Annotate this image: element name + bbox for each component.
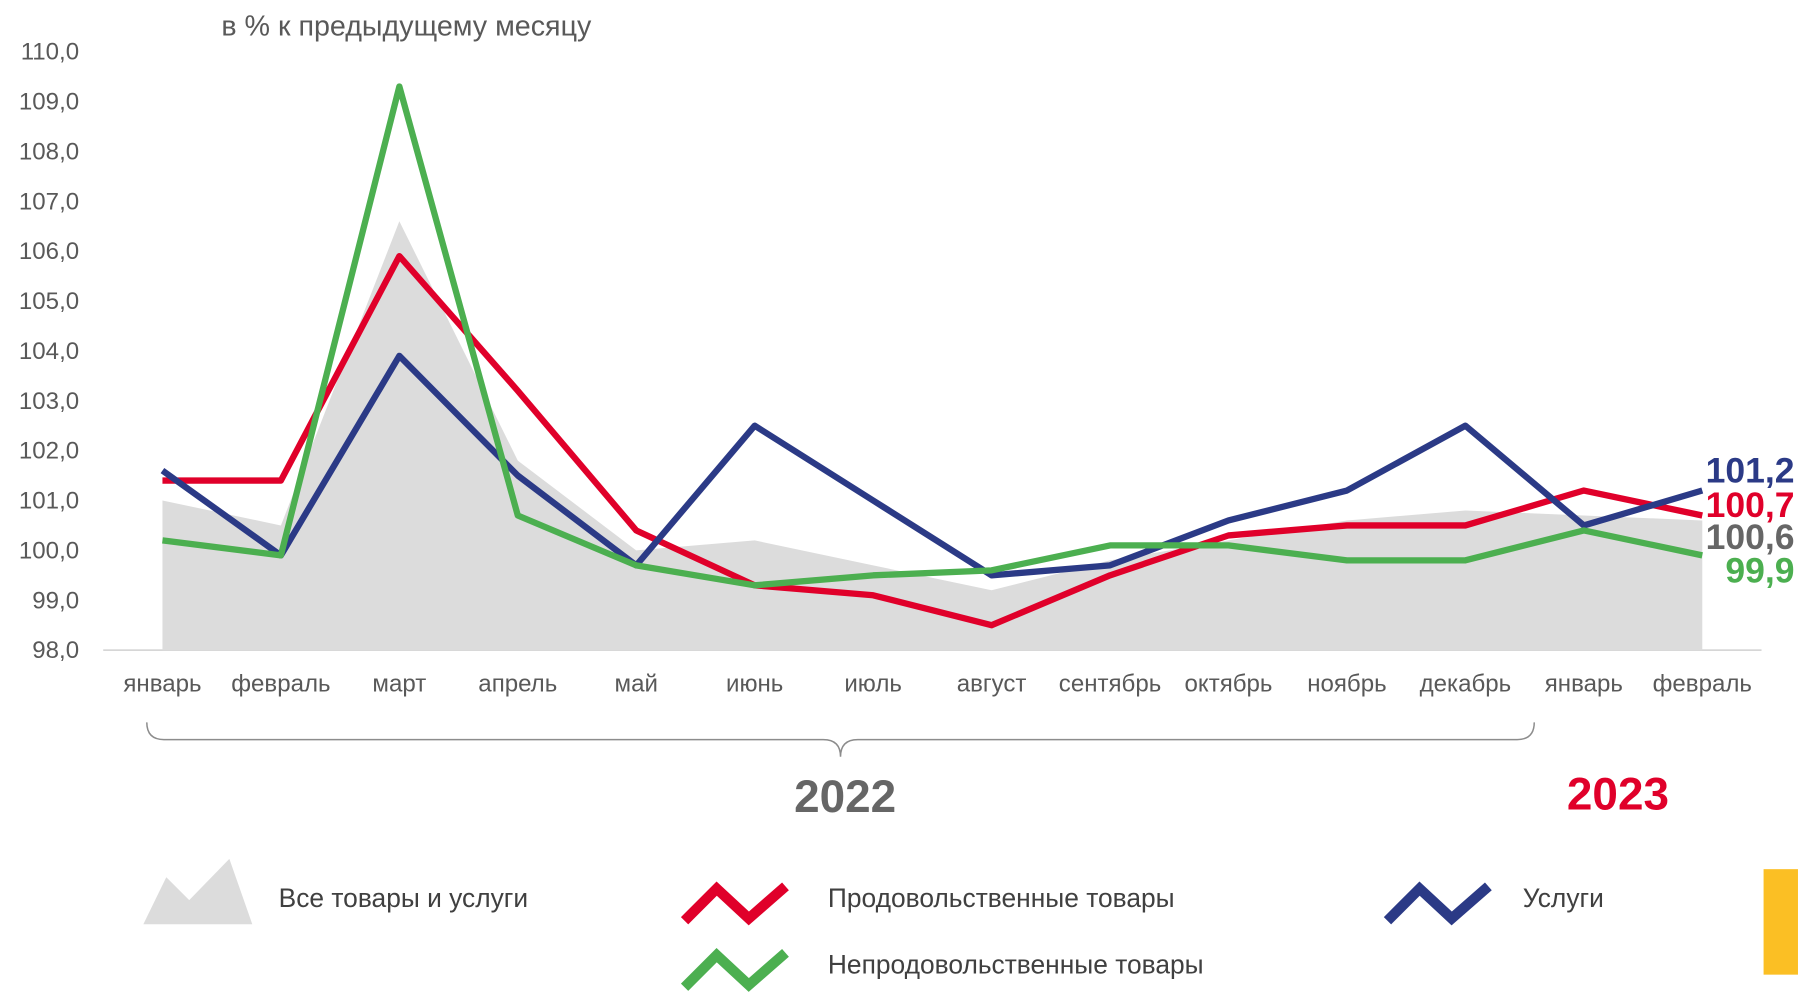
y-tick-label: 102,0 <box>19 438 79 465</box>
x-tick-label: сентябрь <box>1059 670 1161 697</box>
year-brace <box>146 722 1535 757</box>
x-tick-label: июнь <box>726 670 783 697</box>
y-tick-label: 99,0 <box>32 587 79 614</box>
x-tick-label: апрель <box>478 670 557 697</box>
y-tick-label: 108,0 <box>19 138 79 165</box>
x-tick-label: май <box>615 670 658 697</box>
y-tick-label: 103,0 <box>19 388 79 415</box>
y-tick-label: 106,0 <box>19 238 79 265</box>
x-tick-label: декабрь <box>1420 670 1512 697</box>
x-tick-label: февраль <box>1653 670 1752 697</box>
y-tick-label: 98,0 <box>32 637 79 664</box>
x-tick-label: январь <box>123 670 201 697</box>
x-tick-label: март <box>372 670 426 697</box>
value-label: 100,7 <box>1706 485 1795 525</box>
year-label: 2023 <box>1567 768 1669 820</box>
y-tick-label: 107,0 <box>19 188 79 215</box>
line <box>160 352 1704 579</box>
value-label: 99,9 <box>1725 550 1794 590</box>
y-tick-label: 100,0 <box>19 537 79 564</box>
y-tick-label: 109,0 <box>19 89 79 116</box>
x-tick-label: февраль <box>231 670 330 697</box>
y-tick-label: 104,0 <box>19 338 79 365</box>
year-label: 2022 <box>794 770 896 822</box>
chart-subtitle: в % к предыдущему месяцу <box>221 11 592 43</box>
y-tick-label: 105,0 <box>19 288 79 315</box>
x-tick-label: август <box>957 670 1027 697</box>
value-label: 100,6 <box>1706 517 1795 557</box>
area <box>162 221 1703 651</box>
legend-label: Услуги <box>1523 883 1604 913</box>
legend-swatch <box>1383 881 1492 926</box>
legend-swatch <box>680 881 789 926</box>
x-tick-label: январь <box>1545 670 1623 697</box>
legend-swatch <box>680 947 789 992</box>
legend-swatch <box>143 858 253 925</box>
line <box>162 83 1703 589</box>
value-label: 101,2 <box>1706 451 1795 491</box>
x-tick-label: октябрь <box>1185 670 1273 697</box>
line <box>162 252 1703 629</box>
x-tick-label: ноябрь <box>1307 670 1386 697</box>
y-tick-label: 101,0 <box>19 488 79 515</box>
legend-label: Все товары и услуги <box>279 883 529 913</box>
corner-tab <box>1763 869 1798 975</box>
legend-label: Продовольственные товары <box>828 883 1175 913</box>
x-tick-label: июль <box>844 670 902 697</box>
legend-label: Непродовольственные товары <box>828 950 1204 980</box>
y-tick-label: 110,0 <box>21 39 79 66</box>
